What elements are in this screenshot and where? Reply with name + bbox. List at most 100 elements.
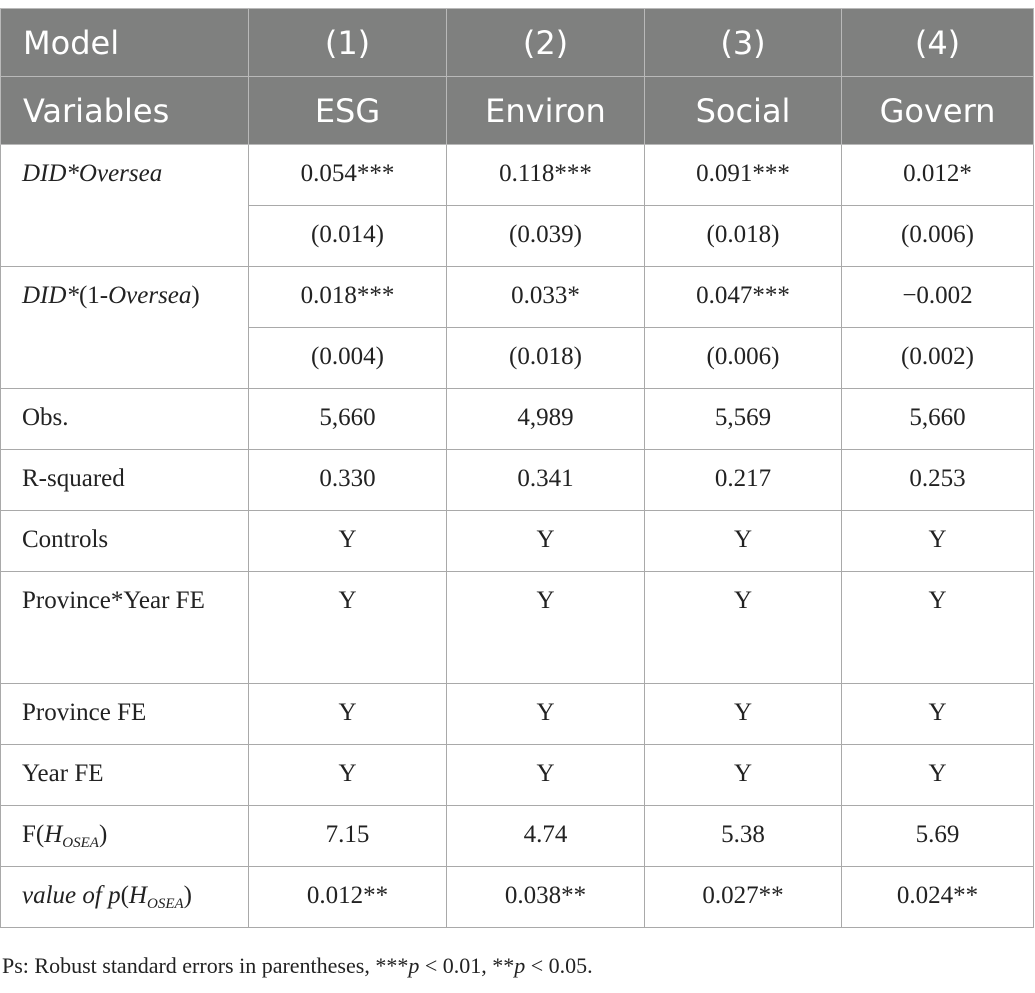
footnote-part: p — [408, 953, 420, 978]
label-part: Oversea — [108, 282, 192, 309]
header-environ: Environ — [446, 76, 645, 145]
row-label-did-not-oversea: DID*(1-Oversea) — [0, 266, 249, 389]
table-cell: (0.039) — [446, 205, 645, 267]
table-cell: 0.330 — [248, 449, 447, 511]
header-col-1: (1) — [248, 8, 447, 77]
table-row: F(HOSEA) 7.15 4.74 5.38 5.69 — [0, 805, 1034, 867]
header-govern: Govern — [841, 76, 1034, 145]
header-model: Model — [0, 8, 249, 77]
table-cell: Y — [248, 510, 447, 572]
table-row: DID*Oversea 0.054*** 0.118*** 0.091*** 0… — [0, 144, 1034, 267]
table-row: value of p(HOSEA) 0.012** 0.038** 0.027*… — [0, 866, 1034, 928]
table-cell: 4,989 — [446, 388, 645, 450]
header-variables: Variables — [0, 76, 249, 145]
table-cell: 0.118*** — [446, 144, 645, 206]
table-cell: 5.38 — [644, 805, 842, 867]
table-cell: Y — [841, 510, 1034, 572]
table-cell: (0.006) — [841, 205, 1034, 267]
label-part: value of p — [22, 882, 121, 909]
label-part: H — [44, 821, 63, 848]
table-cell: 0.217 — [644, 449, 842, 511]
table-cell: (0.004) — [248, 327, 447, 389]
table-cell: 5,569 — [644, 388, 842, 450]
table-cell: 0.027** — [644, 866, 842, 928]
table-cell: 0.012** — [248, 866, 447, 928]
table-row: R-squared 0.330 0.341 0.217 0.253 — [0, 449, 1034, 511]
row-label-did-oversea: DID*Oversea — [0, 144, 249, 267]
table-cell: (0.014) — [248, 205, 447, 267]
table-cell: (0.006) — [644, 327, 842, 389]
table-cell: Y — [841, 683, 1034, 745]
row-label-f-hosea: F(HOSEA) — [0, 805, 249, 867]
row-label-province-year-fe: Province*Year FE — [0, 571, 249, 684]
table-cell: 0.012* — [841, 144, 1034, 206]
table-cell: 0.054*** — [248, 144, 447, 206]
label-part: ) — [98, 821, 108, 848]
table-cell: 5,660 — [841, 388, 1034, 450]
table-row: (0.004) (0.018) (0.006) (0.002) — [1, 327, 1034, 389]
row-label-controls: Controls — [0, 510, 249, 572]
table-cell: 0.024** — [841, 866, 1034, 928]
table-cell: 0.018*** — [248, 266, 447, 328]
table-cell: Y — [248, 744, 447, 806]
table-cell: Y — [644, 744, 842, 806]
table-cell: 0.341 — [446, 449, 645, 511]
header-social: Social — [644, 76, 842, 145]
header-row-variables: Variables ESG Environ Social Govern — [0, 76, 1034, 145]
table-cell: Y — [644, 683, 842, 745]
table-cell: 7.15 — [248, 805, 447, 867]
footnote-part: p — [514, 953, 526, 978]
footnote-part: < 0.05. — [525, 953, 593, 978]
row-label-province-fe: Province FE — [0, 683, 249, 745]
footnote-part: < 0.01, ** — [419, 953, 515, 978]
table-cell: (0.002) — [841, 327, 1034, 389]
header-col-3: (3) — [644, 8, 842, 77]
footnote-part: Ps: Robust standard errors in parenthese… — [2, 953, 409, 978]
header-row-model: Model (1) (2) (3) (4) — [0, 8, 1034, 77]
table-cell: 0.038** — [446, 866, 645, 928]
table-cell: Y — [644, 510, 842, 572]
table-cell: (0.018) — [644, 205, 842, 267]
table-cell: 0.253 — [841, 449, 1034, 511]
row-label-year-fe: Year FE — [0, 744, 249, 806]
table-row: Province*Year FE Y Y Y Y — [0, 571, 1034, 684]
table-cell: Y — [446, 683, 645, 745]
regression-table: Model (1) (2) (3) (4) Variables ESG Envi… — [0, 8, 1034, 928]
table-cell: Y — [446, 744, 645, 806]
table-cell: 0.033* — [446, 266, 645, 328]
label-subscript: OSEA — [146, 896, 184, 912]
table-row: Controls Y Y Y Y — [0, 510, 1034, 572]
table-cell: 0.091*** — [644, 144, 842, 206]
label-part: ) — [191, 282, 200, 309]
table-cell: Y — [841, 744, 1034, 806]
header-esg: ESG — [248, 76, 447, 145]
label-subscript: OSEA — [62, 835, 99, 851]
table-cell: Y — [446, 510, 645, 572]
row-label-r-squared: R-squared — [0, 449, 249, 511]
table-cell: 0.047*** — [644, 266, 842, 328]
table-cell: −0.002 — [841, 266, 1034, 328]
table-row: Province FE Y Y Y Y — [0, 683, 1034, 745]
header-col-2: (2) — [446, 8, 645, 77]
table-cell: Y — [446, 571, 645, 684]
table-cell: Y — [248, 683, 447, 745]
table-cell: Y — [248, 571, 447, 684]
table-cell: Y — [841, 571, 1034, 684]
label-part: ) — [183, 882, 192, 909]
row-label-p-value: value of p(HOSEA) — [0, 866, 249, 928]
table-cell: 5.69 — [841, 805, 1034, 867]
table-cell: 4.74 — [446, 805, 645, 867]
table-cell: Y — [644, 571, 842, 684]
header-col-4: (4) — [841, 8, 1034, 77]
table-cell: (0.018) — [446, 327, 645, 389]
label-part: F( — [22, 821, 45, 848]
label-part: DID* — [22, 282, 79, 309]
table-row: Year FE Y Y Y Y — [0, 744, 1034, 806]
label-part: (1- — [78, 282, 109, 309]
table-footnote: Ps: Robust standard errors in parenthese… — [2, 953, 593, 979]
table-cell: 5,660 — [248, 388, 447, 450]
label-part: H — [128, 882, 147, 909]
row-label-obs: Obs. — [0, 388, 249, 450]
table-row: Obs. 5,660 4,989 5,569 5,660 — [0, 388, 1034, 450]
table-row: DID*(1-Oversea) 0.018*** 0.033* 0.047***… — [0, 266, 1034, 389]
